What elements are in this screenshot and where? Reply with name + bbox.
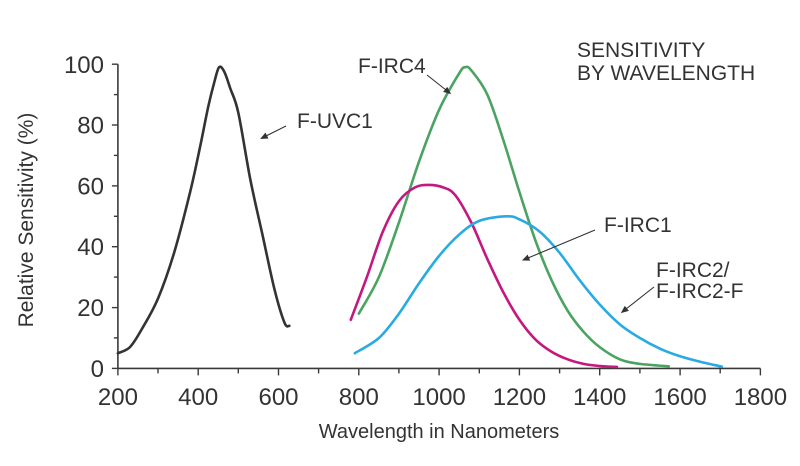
svg-text:1000: 1000 — [412, 384, 465, 411]
svg-text:F-IRC1: F-IRC1 — [604, 214, 672, 237]
svg-text:1600: 1600 — [653, 384, 706, 411]
svg-text:0: 0 — [91, 356, 104, 383]
svg-text:F-IRC4: F-IRC4 — [358, 55, 426, 78]
svg-text:F-IRC2/: F-IRC2/ — [656, 259, 730, 282]
svg-text:1800: 1800 — [734, 384, 787, 411]
svg-text:60: 60 — [77, 174, 104, 201]
svg-text:800: 800 — [339, 384, 379, 411]
svg-text:Wavelength in Nanometers: Wavelength in Nanometers — [319, 421, 560, 443]
svg-text:F-UVC1: F-UVC1 — [297, 110, 373, 133]
svg-text:Relative Sensitivity (%): Relative Sensitivity (%) — [15, 113, 38, 328]
svg-text:200: 200 — [98, 384, 138, 411]
svg-text:100: 100 — [64, 52, 104, 79]
svg-text:80: 80 — [77, 113, 104, 140]
svg-text:1400: 1400 — [573, 384, 626, 411]
svg-text:BY WAVELENGTH: BY WAVELENGTH — [577, 62, 755, 85]
svg-text:SENSITIVITY: SENSITIVITY — [577, 39, 705, 62]
svg-text:400: 400 — [178, 384, 218, 411]
svg-text:F-IRC2-F: F-IRC2-F — [656, 280, 744, 303]
svg-text:600: 600 — [258, 384, 298, 411]
svg-text:40: 40 — [77, 234, 104, 261]
svg-text:20: 20 — [77, 295, 104, 322]
svg-text:1200: 1200 — [493, 384, 546, 411]
